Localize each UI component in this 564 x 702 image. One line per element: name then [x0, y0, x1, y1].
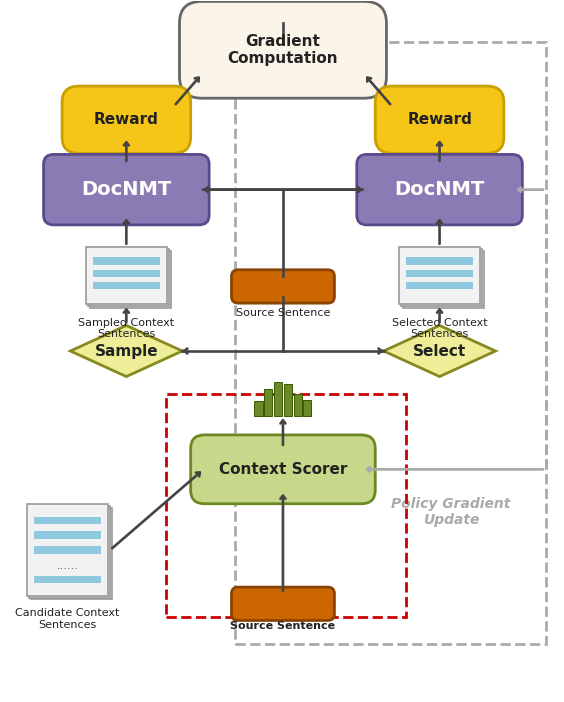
Bar [264, 389, 272, 416]
Bar [401, 249, 482, 306]
Bar [34, 576, 101, 583]
Text: Source Sentence: Source Sentence [236, 308, 330, 318]
Bar [93, 282, 160, 289]
Text: Context Scorer: Context Scorer [219, 462, 347, 477]
FancyBboxPatch shape [231, 587, 334, 621]
Bar [303, 400, 311, 416]
FancyBboxPatch shape [375, 86, 504, 153]
Text: Sampled Context
Sentences: Sampled Context Sentences [78, 317, 174, 339]
Text: Sample: Sample [95, 343, 158, 359]
Bar [406, 257, 473, 265]
Bar [254, 401, 263, 416]
Bar [90, 251, 171, 307]
Bar [29, 506, 110, 597]
FancyBboxPatch shape [179, 1, 386, 98]
Text: Gradient
Computation: Gradient Computation [228, 34, 338, 66]
Bar [93, 270, 160, 277]
Bar [284, 384, 292, 416]
Polygon shape [384, 326, 496, 376]
Bar [34, 546, 101, 553]
Bar [235, 41, 546, 644]
Bar [34, 531, 101, 539]
Bar [294, 394, 302, 416]
Bar [93, 257, 160, 265]
Bar [27, 504, 108, 596]
Text: ......: ...... [57, 561, 78, 571]
Polygon shape [70, 326, 182, 376]
Text: Select: Select [413, 343, 466, 359]
FancyBboxPatch shape [231, 270, 334, 303]
Text: Reward: Reward [407, 112, 472, 127]
Bar [86, 248, 167, 304]
Bar [165, 394, 406, 617]
Bar [406, 282, 473, 289]
Text: Policy Gradient
Update: Policy Gradient Update [391, 497, 510, 527]
Bar [34, 517, 101, 524]
Bar [88, 249, 169, 306]
FancyBboxPatch shape [43, 154, 209, 225]
FancyBboxPatch shape [357, 154, 522, 225]
Bar [274, 382, 282, 416]
Text: Source Sentence: Source Sentence [231, 621, 336, 631]
Bar [31, 508, 112, 600]
FancyBboxPatch shape [191, 435, 375, 504]
Text: Selected Context
Sentences: Selected Context Sentences [392, 317, 487, 339]
Text: Reward: Reward [94, 112, 159, 127]
Text: DocNMT: DocNMT [394, 180, 484, 199]
Bar [406, 270, 473, 277]
Bar [399, 248, 480, 304]
Bar [403, 251, 484, 307]
Text: DocNMT: DocNMT [81, 180, 171, 199]
FancyBboxPatch shape [62, 86, 191, 153]
Text: Candidate Context
Sentences: Candidate Context Sentences [15, 608, 120, 630]
